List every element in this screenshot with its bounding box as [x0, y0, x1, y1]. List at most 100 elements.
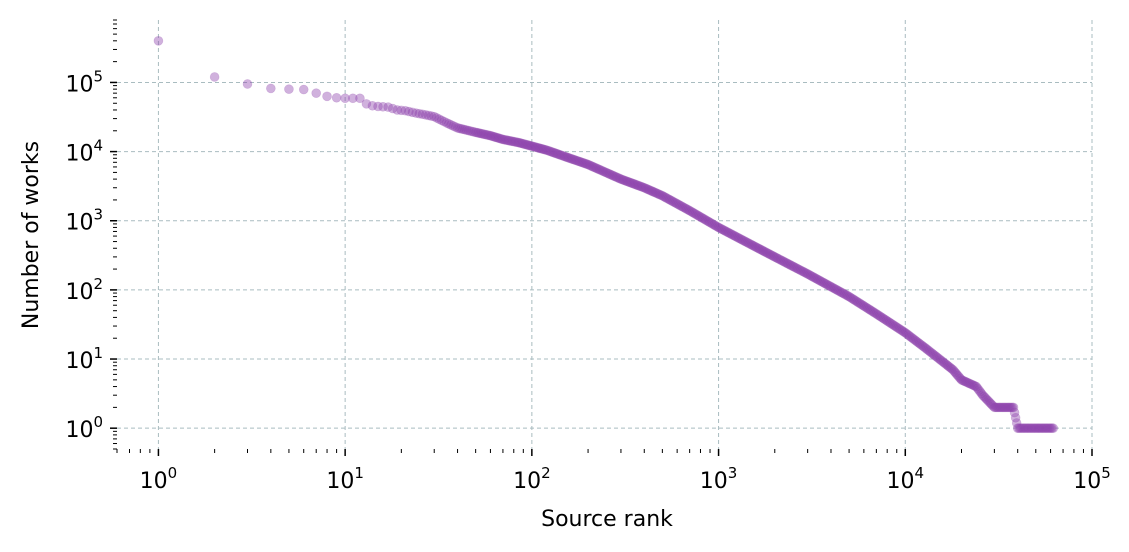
data-point — [821, 279, 832, 289]
y-tick-label: 100 — [65, 413, 103, 443]
data-point — [945, 362, 956, 373]
data-point — [506, 136, 517, 146]
data-point — [638, 182, 648, 193]
data-point — [852, 297, 863, 307]
data-point — [883, 316, 893, 327]
data-point — [645, 185, 655, 196]
data-point — [828, 283, 839, 293]
data-point — [986, 399, 997, 410]
data-point — [436, 115, 447, 126]
data-point — [242, 79, 253, 89]
data-point — [521, 139, 532, 150]
data-point — [784, 259, 794, 270]
data-point — [893, 323, 903, 333]
x-tick-label: 104 — [887, 464, 925, 494]
data-point — [824, 280, 834, 291]
data-point — [989, 402, 1000, 413]
data-point — [566, 154, 577, 164]
data-point — [733, 233, 744, 243]
data-point — [593, 164, 603, 174]
data-point — [865, 305, 876, 316]
data-point — [1048, 423, 1059, 433]
data-point — [756, 244, 766, 255]
data-point — [658, 191, 669, 202]
data-point — [606, 169, 616, 180]
data-point — [639, 182, 650, 193]
data-point — [900, 327, 911, 338]
data-point — [502, 135, 513, 146]
data-point — [851, 296, 862, 306]
data-point — [722, 227, 732, 237]
data-point — [577, 157, 588, 168]
data-point — [999, 402, 1010, 413]
data-point — [426, 111, 437, 121]
data-point — [1029, 423, 1040, 433]
data-point — [557, 150, 567, 161]
data-point — [660, 192, 671, 203]
data-point — [482, 130, 493, 140]
y-tick-label: 102 — [65, 275, 103, 305]
data-point — [524, 140, 535, 151]
data-point — [715, 223, 725, 233]
data-point — [875, 311, 886, 322]
data-point — [348, 93, 358, 104]
data-point — [635, 181, 645, 192]
data-point — [472, 127, 482, 138]
data-point — [962, 377, 972, 388]
data-point — [355, 93, 365, 104]
data-point — [871, 309, 882, 319]
data-point — [746, 239, 757, 250]
data-point — [532, 142, 543, 153]
data-point — [576, 157, 586, 167]
data-point — [720, 226, 731, 236]
data-point — [1033, 423, 1044, 433]
data-point — [950, 367, 961, 378]
data-point — [864, 304, 874, 315]
tick-labels: 100 101 102 103 104 105 100 101 102 103 104 105 — [65, 67, 1110, 494]
y-tick-label: 103 — [65, 206, 103, 236]
data-point — [921, 344, 932, 354]
data-point — [1007, 402, 1018, 413]
data-point — [956, 375, 967, 385]
data-point — [827, 282, 837, 293]
data-point — [441, 118, 452, 128]
data-point — [1018, 423, 1029, 433]
data-point — [331, 92, 342, 103]
data-point — [838, 288, 849, 299]
data-point — [860, 301, 870, 312]
data-point — [558, 151, 569, 161]
data-point — [829, 283, 840, 294]
data-point — [923, 345, 933, 355]
data-point — [1028, 423, 1038, 433]
data-point — [787, 260, 797, 271]
data-point — [848, 294, 859, 305]
data-point — [448, 121, 459, 131]
data-point — [509, 136, 520, 147]
data-point — [396, 105, 407, 116]
data-point — [802, 269, 813, 279]
data-point — [781, 258, 792, 268]
data-point — [600, 167, 611, 177]
data-point — [596, 165, 606, 176]
x-tick-label: 100 — [140, 464, 178, 494]
data-point — [764, 249, 775, 259]
data-point — [1045, 423, 1056, 433]
data-point — [750, 242, 761, 252]
x-tick-label: 101 — [326, 464, 364, 494]
data-point — [797, 266, 807, 276]
data-point — [867, 306, 877, 316]
data-point — [481, 129, 491, 140]
data-point — [489, 132, 500, 142]
data-point — [209, 72, 220, 82]
data-point — [434, 114, 445, 124]
data-point — [383, 102, 393, 112]
data-point — [565, 153, 576, 164]
data-point — [677, 201, 688, 212]
data-point — [862, 303, 873, 314]
data-point — [841, 290, 852, 300]
data-point — [951, 369, 962, 379]
data-point — [818, 277, 829, 288]
x-tick-label: 102 — [513, 464, 551, 494]
data-point — [894, 324, 905, 334]
data-point — [899, 327, 909, 337]
